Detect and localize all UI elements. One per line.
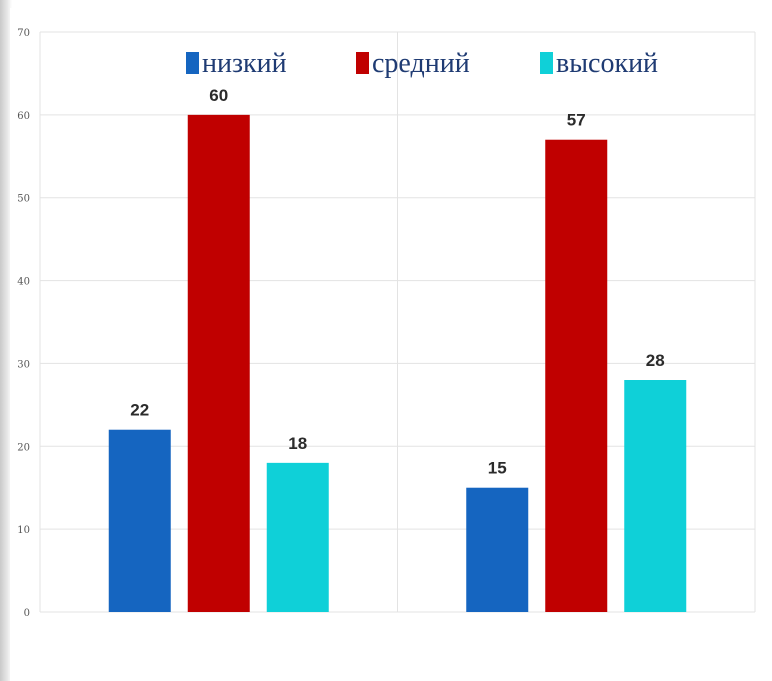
bar-высокий-group-1: [266, 462, 329, 612]
bar-средний-group-2: [545, 139, 608, 612]
bar-низкий-group-2: [466, 487, 529, 612]
legend-swatch: [540, 52, 553, 74]
data-label: 28: [646, 351, 665, 370]
bar-низкий-group-1: [108, 429, 171, 612]
y-tick-label: 0: [24, 608, 30, 619]
data-label: 18: [288, 434, 307, 453]
y-tick-label: 10: [17, 525, 30, 536]
legend-label: средний: [372, 48, 470, 79]
y-tick-label: 30: [17, 359, 30, 370]
y-tick-label: 40: [17, 277, 30, 288]
data-labels: 22 60 18 15 57 28: [130, 86, 664, 478]
bar-высокий-group-2: [624, 380, 687, 612]
legend-swatch: [186, 52, 199, 74]
bars: [108, 114, 687, 612]
gridlines: [39, 31, 756, 613]
y-tick-label: 50: [17, 194, 30, 205]
data-label: 57: [567, 111, 586, 130]
y-tick-label: 70: [17, 28, 30, 39]
data-label: 15: [488, 459, 507, 478]
data-label: 22: [130, 401, 149, 420]
bar-средний-group-1: [187, 114, 250, 612]
legend-label: высокий: [556, 48, 658, 79]
y-tick-label: 60: [17, 111, 30, 122]
data-label: 60: [209, 86, 228, 105]
y-axis: 0 10 20 30 40 50 60 70: [17, 28, 30, 619]
legend-swatch: [356, 52, 369, 74]
legend-label: низкий: [202, 48, 287, 79]
y-tick-label: 20: [17, 442, 30, 453]
legend: низкий средний высокий: [186, 48, 658, 79]
